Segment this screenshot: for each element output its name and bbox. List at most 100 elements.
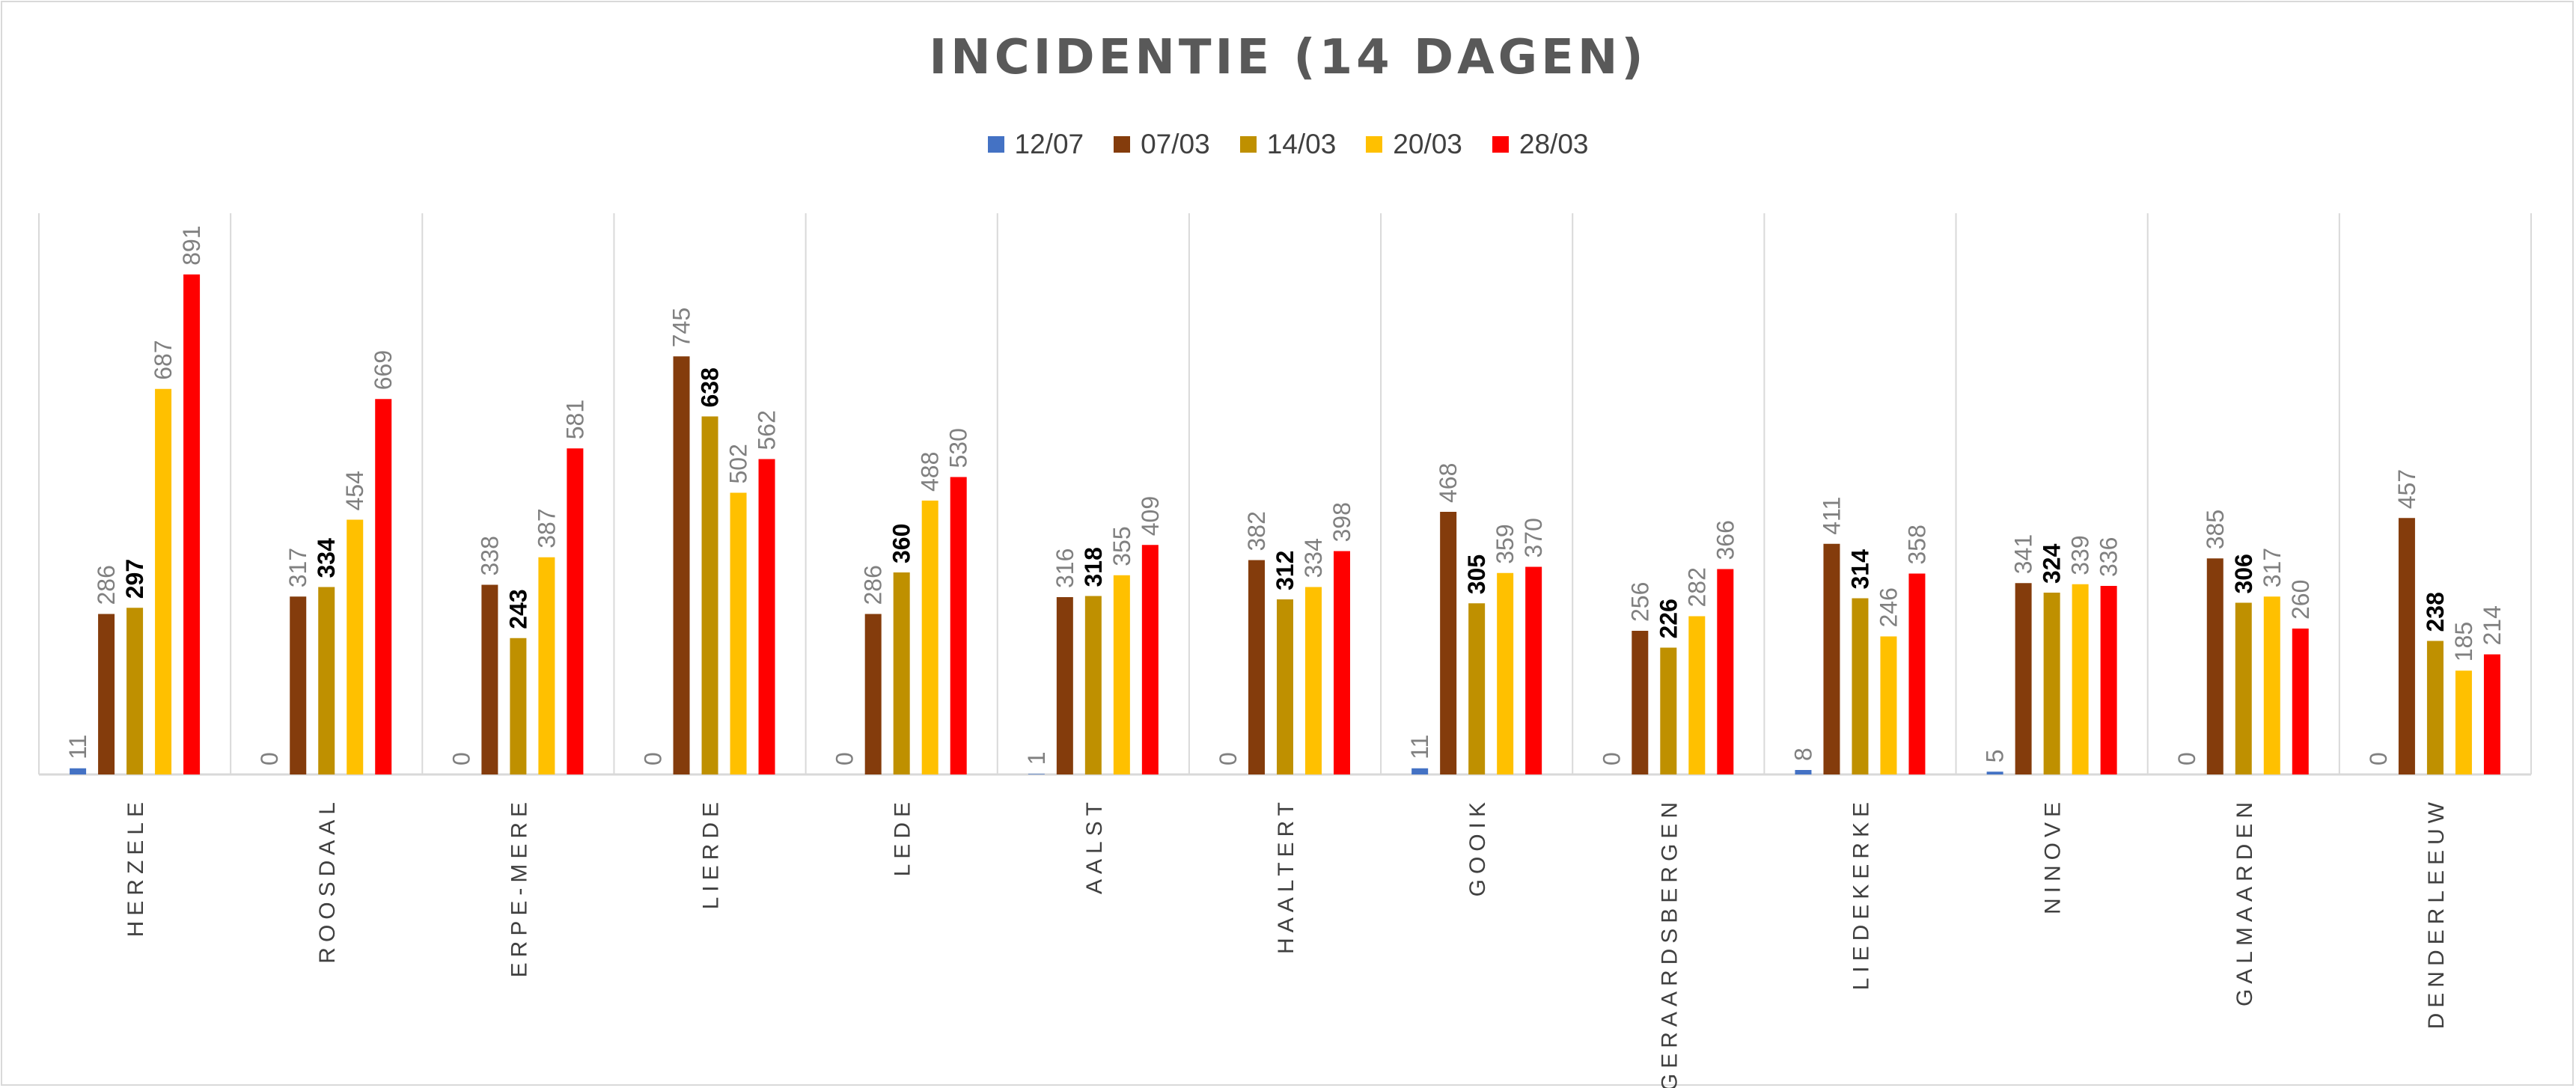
bar[interactable] [1084,596,1102,775]
data-label: 488 [917,452,944,492]
data-label: 214 [2479,605,2506,645]
category-label: GERAARDSBERGEN [1657,797,1682,1088]
legend-item-07-03[interactable]: 07/03 [1114,129,1210,160]
bar[interactable] [2206,558,2224,774]
data-label: 334 [313,538,340,578]
bar[interactable] [2015,583,2032,774]
legend-swatch [1114,136,1131,153]
category-label: LEDE [891,797,915,876]
bar[interactable] [1688,616,1706,775]
bar[interactable] [2043,593,2060,774]
bar[interactable] [673,356,690,774]
bar[interactable] [2072,584,2089,774]
data-label: 638 [697,367,724,407]
bar[interactable] [318,587,335,775]
data-label: 1 [1023,751,1050,765]
data-label: 891 [178,225,205,265]
data-label: 411 [1818,497,1845,535]
data-label: 243 [504,589,531,629]
bar[interactable] [510,638,527,774]
legend-item-12-07[interactable]: 12/07 [987,129,1084,160]
data-label: 669 [370,350,397,390]
bar[interactable] [1056,597,1073,774]
bar[interactable] [758,459,775,775]
legend-swatch [1366,136,1383,153]
category-label: LIERDE [699,797,724,909]
bar[interactable] [155,388,172,774]
bar[interactable] [1880,636,1897,775]
bar[interactable] [1334,551,1350,775]
data-label: 0 [256,752,283,765]
bar[interactable] [70,768,87,774]
data-label: 238 [2422,592,2449,632]
bar[interactable] [1411,768,1429,774]
data-label: 409 [1137,496,1164,536]
bar[interactable] [98,614,115,775]
bar[interactable] [1795,770,1812,774]
data-label: 530 [945,428,972,468]
bar[interactable] [1497,572,1514,774]
bar[interactable] [2398,518,2415,774]
bar[interactable] [2292,629,2309,774]
bar[interactable] [375,399,392,774]
legend-item-20-03[interactable]: 20/03 [1366,129,1462,160]
bar[interactable] [1986,771,2003,774]
data-label: 185 [2450,622,2477,661]
bar[interactable] [538,557,555,774]
bar[interactable] [701,416,718,775]
data-label: 687 [150,340,177,379]
legend-item-28-03[interactable]: 28/03 [1492,129,1588,160]
data-label: 0 [2365,752,2392,765]
bar[interactable] [2455,670,2472,774]
bar[interactable] [2483,654,2500,775]
legend-item-14-03[interactable]: 14/03 [1239,129,1336,160]
bar[interactable] [347,519,364,775]
data-label: 282 [1683,567,1710,607]
data-label: 468 [1435,463,1462,503]
bar[interactable] [1440,512,1457,774]
bar[interactable] [290,596,307,774]
bar[interactable] [1908,573,1926,775]
bar[interactable] [2263,596,2280,774]
data-label: 5 [1982,749,2009,762]
bar[interactable] [1632,631,1649,774]
bar[interactable] [567,448,584,774]
data-label: 338 [476,536,503,575]
bar[interactable] [950,477,967,775]
bar[interactable] [893,572,910,774]
bar[interactable] [1468,603,1486,774]
bar[interactable] [481,584,498,775]
data-label: 226 [1655,599,1682,638]
bar[interactable] [1248,560,1265,775]
data-label: 398 [1328,502,1355,542]
bar[interactable] [1823,543,1840,774]
bar[interactable] [1717,569,1734,775]
bar[interactable] [1525,566,1542,775]
bar[interactable] [2235,602,2252,775]
data-label: 312 [1272,551,1298,590]
chart-title: INCIDENTIE (14 DAGEN) [929,30,1647,85]
bar[interactable] [1141,545,1159,774]
category-label: LIEDEKERKE [1849,797,1873,990]
bar[interactable] [183,274,201,774]
bar[interactable] [1852,598,1869,775]
bar[interactable] [126,608,144,774]
bar[interactable] [921,501,938,774]
bar[interactable] [864,614,882,775]
data-label: 286 [93,565,120,605]
bar[interactable] [730,492,747,775]
bar[interactable] [1277,599,1293,774]
data-label: 385 [2202,510,2229,549]
bar[interactable] [2426,641,2444,775]
data-label: 360 [888,524,915,563]
bar[interactable] [2100,586,2117,774]
bar[interactable] [1113,575,1130,774]
data-label: 317 [284,548,311,587]
bar[interactable] [1305,587,1322,775]
data-label: 0 [640,752,667,765]
bar[interactable] [1660,647,1677,775]
data-label: 581 [561,400,588,439]
category-label: ROOSDAAL [315,797,340,964]
data-label: 306 [2230,554,2257,593]
